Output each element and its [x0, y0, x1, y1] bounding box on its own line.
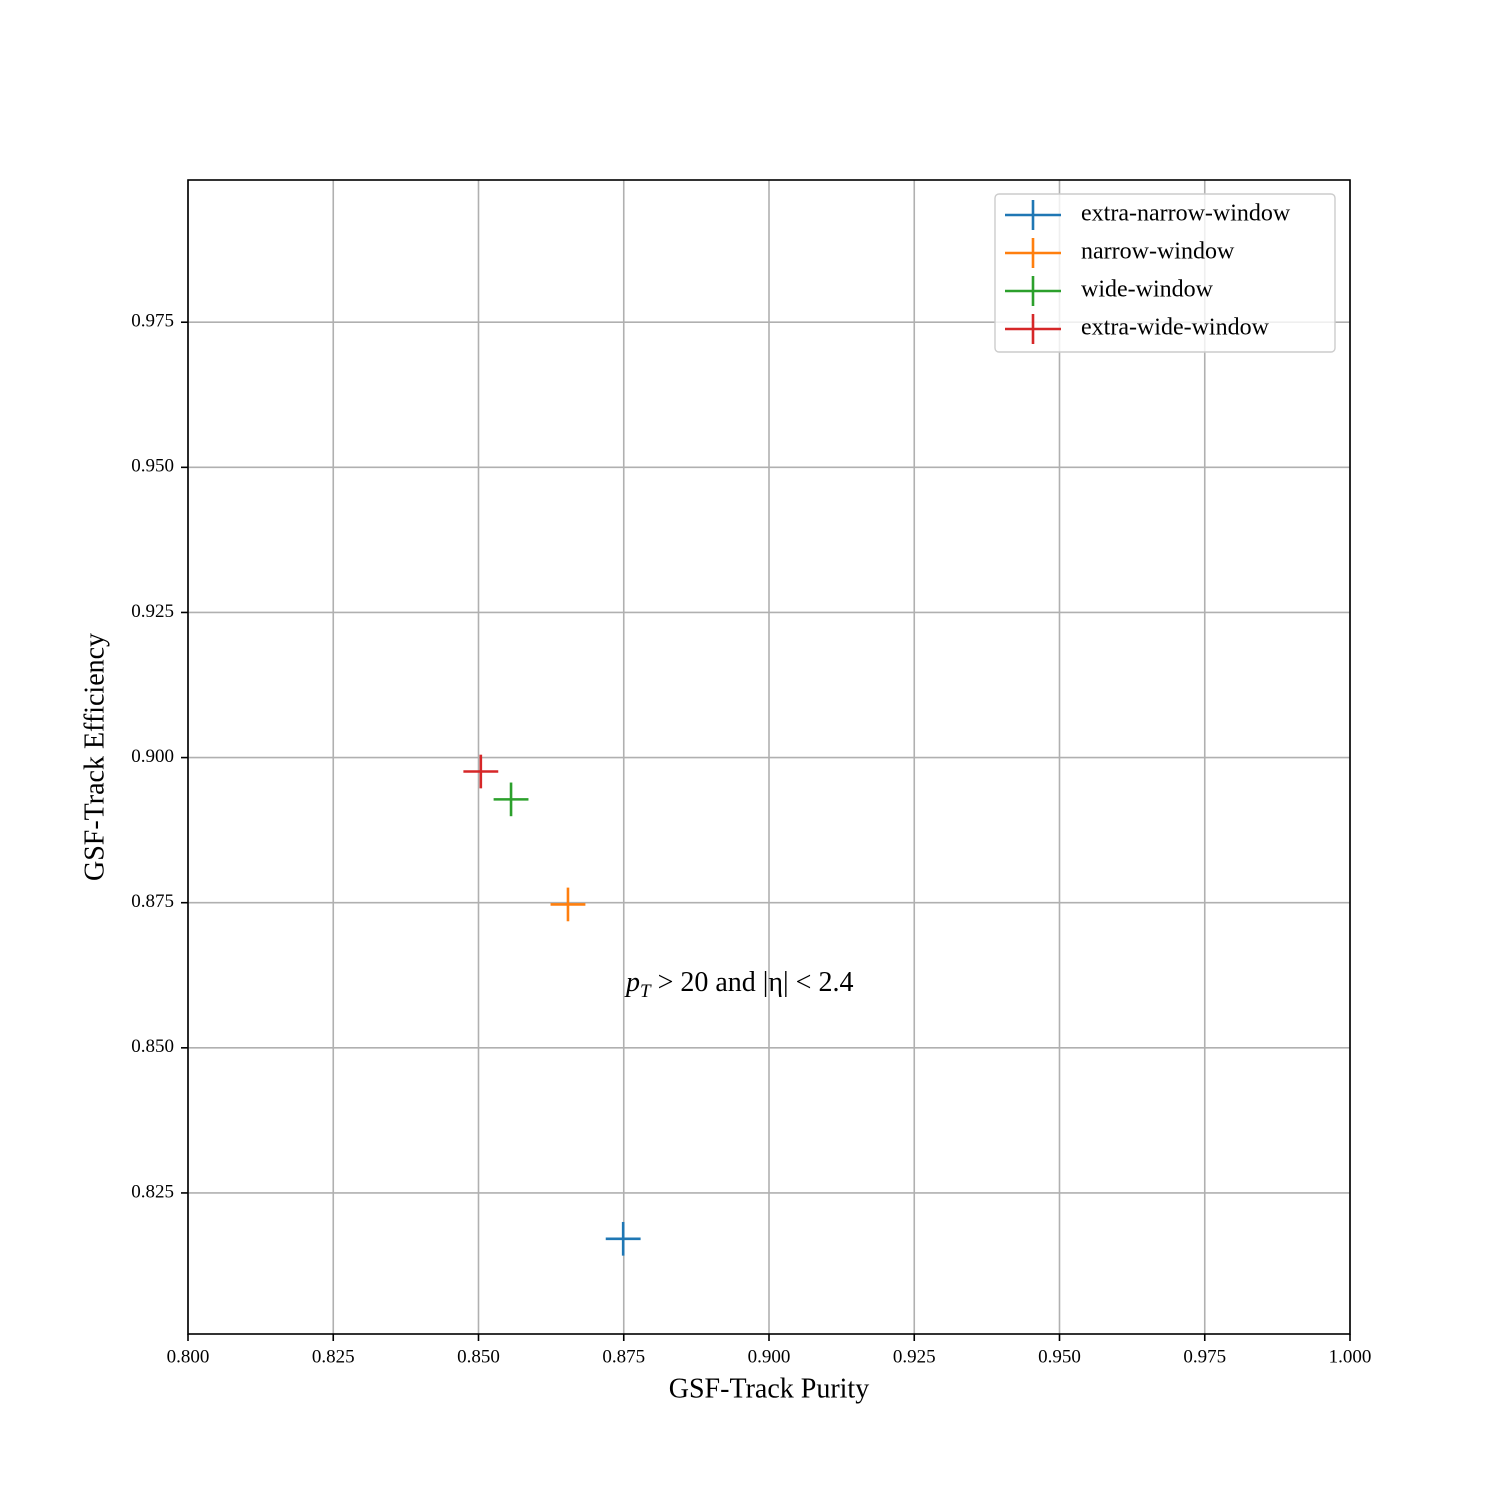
- legend-box: [994, 193, 1336, 353]
- annotation-rest: > 20 and |η| < 2.4: [651, 967, 854, 998]
- y-tick-label: 0.925: [131, 601, 174, 622]
- y-tick-label: 0.975: [131, 311, 174, 332]
- annotation: pT > 20 and |η| < 2.4: [624, 967, 853, 1002]
- x-tick-label: 0.950: [1038, 1346, 1081, 1367]
- annotation-sub: T: [640, 981, 652, 1002]
- y-axis-label: GSF-Track Efficiency: [79, 633, 110, 881]
- y-tick-label: 0.900: [131, 746, 174, 767]
- x-tick-label: 0.875: [602, 1346, 645, 1367]
- legend: extra-narrow-window narrow-window wide-win…: [994, 193, 1336, 353]
- x-tick-label: 0.975: [1183, 1346, 1226, 1367]
- y-tick-label: 0.825: [131, 1181, 174, 1202]
- marks: [463, 754, 641, 1256]
- x-tick-label: 1.000: [1329, 1346, 1372, 1367]
- y-tick-label: 0.875: [131, 891, 174, 912]
- x-tick-label: 0.900: [748, 1346, 791, 1367]
- legend-label: extra-narrow-window: [1081, 201, 1291, 227]
- x-tick-label: 0.825: [312, 1346, 355, 1367]
- y-tick-label: 0.850: [131, 1036, 174, 1057]
- x-tick-label: 0.800: [167, 1346, 210, 1367]
- x-axis-label: GSF-Track Purity: [669, 1373, 869, 1404]
- legend-label: narrow-window: [1081, 239, 1235, 265]
- x-tick-label: 0.925: [893, 1346, 936, 1367]
- x-tick-label: 0.850: [457, 1346, 500, 1367]
- annotation-base: p: [624, 967, 640, 998]
- y-tick-label: 0.950: [131, 456, 174, 477]
- legend-label: extra-wide-window: [1081, 315, 1270, 341]
- legend-label: wide-window: [1081, 277, 1214, 303]
